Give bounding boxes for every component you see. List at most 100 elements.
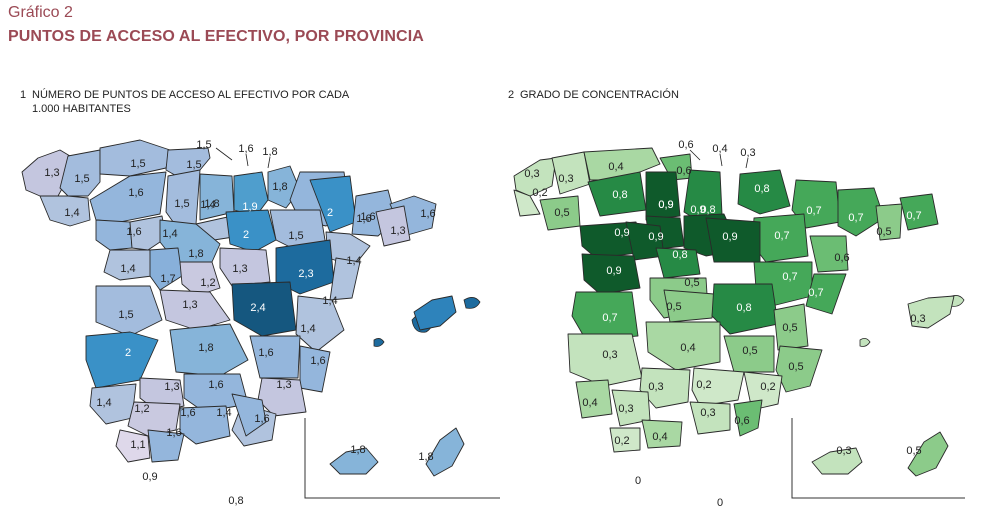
province-region	[115, 429, 151, 463]
province-value-label: 0,4	[608, 161, 623, 173]
province-region	[639, 367, 691, 409]
province-value-label: 2,2	[422, 289, 437, 301]
province-value-label: 1,3	[44, 167, 59, 179]
province-value-label: 1,9	[242, 201, 257, 213]
province-region	[575, 379, 613, 419]
province-value-label: 1,8	[198, 342, 213, 354]
province-region	[773, 303, 809, 351]
island-ibiza	[373, 338, 385, 347]
province-region	[743, 371, 783, 411]
province-value-label: 0,7	[906, 210, 921, 222]
province-value-label: 0,2	[532, 187, 547, 199]
province-value-label: 1,6	[360, 211, 375, 223]
province-value-label: 1,8	[204, 198, 219, 210]
province-value-label: 0,4	[680, 342, 695, 354]
province-region	[329, 257, 361, 301]
province-region	[805, 273, 847, 315]
callout-value-label: 0,8	[228, 495, 243, 507]
province-value-label: 0,7	[848, 212, 863, 224]
province-value-label: 1,8	[272, 181, 287, 193]
province-value-label: 0,3	[910, 313, 925, 325]
map2-title: 2 GRADO DE CONCENTRACIÓN	[508, 88, 679, 102]
province-value-label: 0,3	[558, 173, 573, 185]
province-value-label: 1,6	[208, 379, 223, 391]
province-region	[95, 285, 163, 337]
province-value-label: 1,6	[420, 208, 435, 220]
province-value-label: 0,3	[602, 349, 617, 361]
province-region	[907, 295, 955, 329]
province-value-label: 1,4	[322, 295, 337, 307]
province-value-label: 1,7	[160, 273, 175, 285]
province-region	[249, 335, 301, 379]
province-value-label: 0,5	[684, 277, 699, 289]
province-region	[899, 193, 939, 231]
province-value-label: 1,4	[120, 263, 135, 275]
province-region	[413, 295, 457, 331]
callout-value-label: 0	[635, 475, 641, 487]
province-region	[875, 203, 903, 241]
province-value-label: 0,8	[672, 249, 687, 261]
province-region	[39, 195, 91, 227]
province-region	[723, 335, 775, 373]
province-value-label: 1,4	[200, 199, 215, 211]
province-region	[689, 401, 731, 435]
province-value-label: 2	[243, 229, 249, 241]
map1-title-line1: NÚMERO DE PUNTOS DE ACCESO AL EFECTIVO P…	[32, 89, 350, 101]
province-value-label: 1,6	[258, 347, 273, 359]
province-region	[811, 447, 863, 475]
map2-number: 2	[508, 89, 515, 101]
province-value-label: 0,2	[696, 379, 711, 391]
province-region	[275, 239, 335, 295]
province-value-label: 0,5	[906, 445, 921, 457]
province-value-label: 1,8	[350, 444, 365, 456]
province-value-label: 0,7	[808, 287, 823, 299]
province-value-label: 1,3	[390, 225, 405, 237]
province-region	[645, 171, 681, 221]
province-region	[375, 205, 411, 247]
province-value-label: 1,5	[130, 158, 145, 170]
province-value-label: 1,6	[128, 187, 143, 199]
province-region	[103, 249, 153, 281]
province-region	[129, 215, 167, 251]
callout-value-label: 0,6	[678, 139, 693, 151]
map2-choropleth: 0,3 0,30,20,50,40,80,60,9 0,80,80,70,70,50…	[513, 139, 965, 509]
province-region	[513, 189, 541, 217]
province-value-label: 0,5	[782, 322, 797, 334]
province-region	[609, 427, 641, 453]
province-region	[809, 235, 849, 273]
province-region	[775, 345, 823, 393]
province-value-label: 0,3	[524, 168, 539, 180]
province-value-label: 0,9	[722, 231, 737, 243]
province-region	[663, 289, 715, 323]
province-value-label: 1,5	[288, 230, 303, 242]
province-region	[907, 431, 949, 477]
province-region	[225, 209, 277, 253]
province-region	[147, 429, 185, 463]
callout-value-label: 1,8	[262, 146, 277, 158]
province-value-label: 0,6	[834, 252, 849, 264]
province-value-label: 1,6	[356, 213, 371, 225]
province-value-label: 0,9	[648, 231, 663, 243]
province-value-label: 0,7	[774, 230, 789, 242]
province-value-label: 1,4	[162, 228, 177, 240]
province-region	[641, 419, 683, 449]
callout-value-label: 1,6	[238, 143, 253, 155]
province-value-label: 0,4	[652, 431, 667, 443]
province-value-label: 1,6	[180, 407, 195, 419]
province-value-label: 2,3	[298, 268, 313, 280]
province-value-label: 1,4	[96, 397, 111, 409]
province-value-label: 1,8	[418, 451, 433, 463]
callout-leader-line	[689, 149, 701, 161]
province-value-label: 0,4	[582, 397, 597, 409]
province-region	[295, 295, 345, 353]
province-value-label: 0,9	[606, 265, 621, 277]
province-value-label: 0,6	[676, 165, 691, 177]
province-region	[645, 321, 721, 371]
province-region	[737, 169, 791, 215]
province-value-label: 0,3	[618, 403, 633, 415]
province-value-label: 1,4	[300, 323, 315, 335]
province-value-label: 1,4	[216, 407, 231, 419]
callout-leader-line	[215, 147, 233, 161]
map2-title-line1: GRADO DE CONCENTRACIÓN	[520, 89, 679, 101]
province-value-label: 0,9	[614, 227, 629, 239]
